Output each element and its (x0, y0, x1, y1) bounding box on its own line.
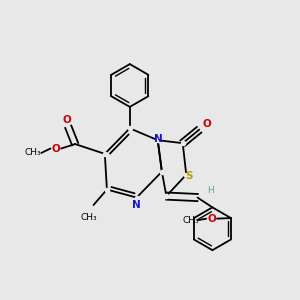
Text: CH₃: CH₃ (182, 216, 199, 225)
Text: S: S (185, 171, 192, 181)
Text: CH₃: CH₃ (25, 148, 41, 158)
Text: O: O (207, 214, 216, 224)
Text: CH₃: CH₃ (81, 213, 98, 222)
Text: H: H (207, 186, 213, 195)
Text: N: N (132, 200, 140, 210)
Text: O: O (62, 115, 71, 125)
Text: N: N (154, 134, 163, 144)
Text: O: O (203, 119, 212, 129)
Text: O: O (51, 143, 60, 154)
